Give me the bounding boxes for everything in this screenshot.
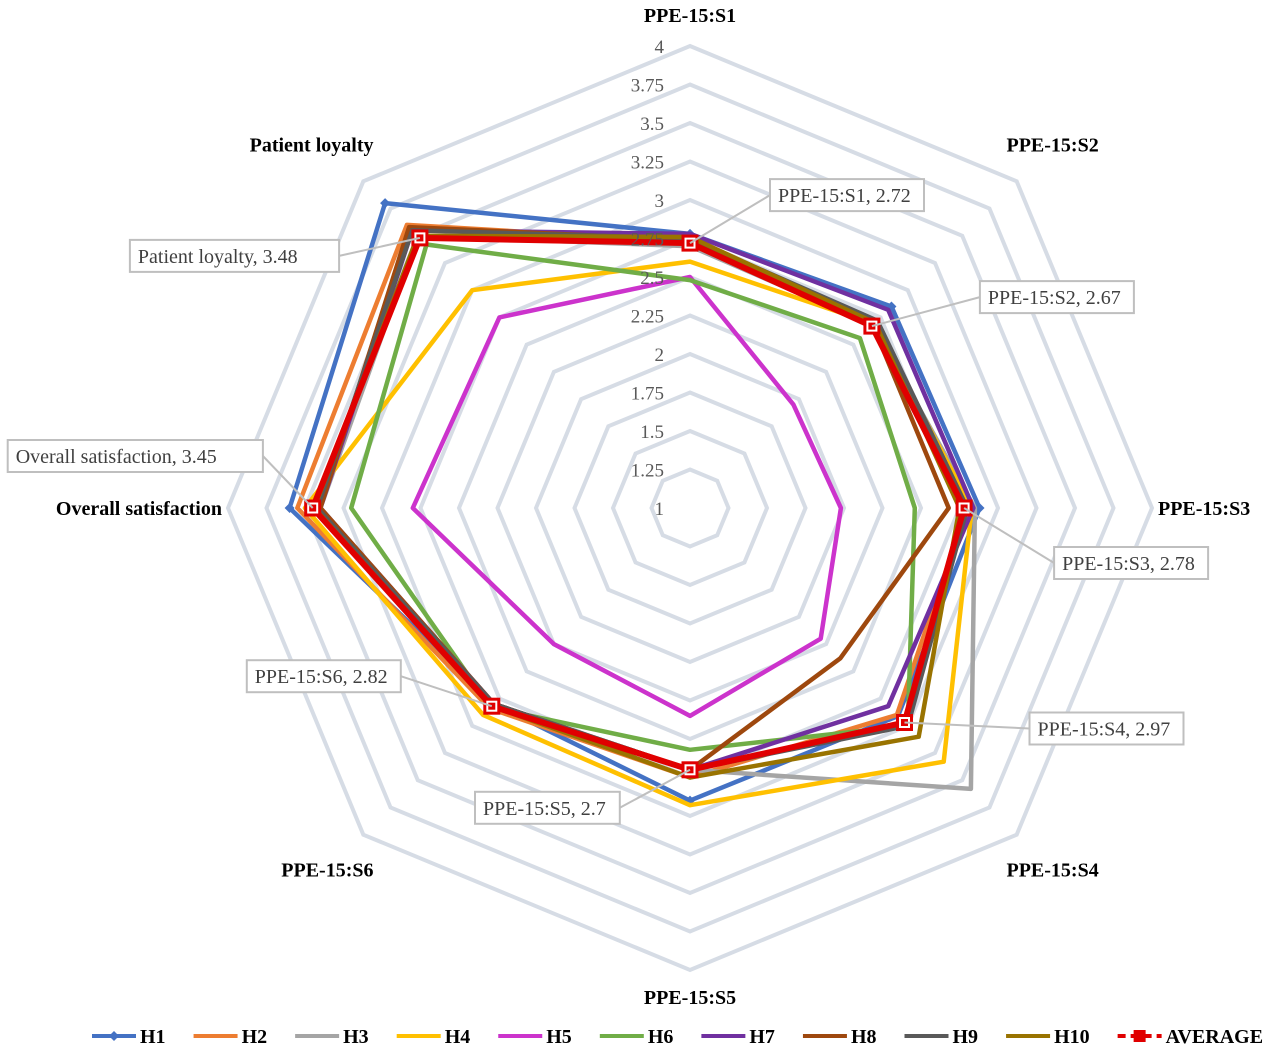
- series-line-h5: [410, 274, 844, 719]
- tick-label: 2.5: [640, 268, 664, 289]
- grid-ring: [533, 351, 847, 665]
- grid-ring: [495, 313, 885, 703]
- axis-label: PPE-15:S3: [1158, 498, 1250, 520]
- callout-box: [978, 280, 1135, 315]
- legend-label: H9: [953, 1026, 979, 1047]
- legend-item-h8: H8: [802, 1026, 877, 1047]
- tick-label: 1: [655, 499, 665, 520]
- series-line-h6: [348, 242, 918, 753]
- callout-leader: [904, 721, 1030, 730]
- callout-leader: [963, 507, 1055, 564]
- callout-box: [128, 238, 341, 273]
- tick-label: 4: [655, 37, 665, 58]
- callout-label: PPE-15:S1, 2.72: [778, 185, 911, 207]
- legend-item-h6: H6: [599, 1026, 674, 1047]
- callout-leader: [871, 296, 981, 328]
- tick-label: 2.25: [631, 307, 664, 328]
- callout-leader: [262, 455, 314, 509]
- grid-ring: [649, 467, 731, 549]
- grid-ring: [341, 159, 1039, 857]
- callout-label: Overall satisfaction, 3.45: [16, 446, 217, 468]
- callout-box: [1028, 711, 1185, 746]
- legend-label: H7: [749, 1026, 775, 1047]
- tick-label: 3.25: [631, 153, 664, 174]
- legend-label: H5: [546, 1026, 572, 1047]
- axis-labels: PPE-15:S1 PPE-15:S2 PPE-15:S3 PPE-15:S4 PPE-…: [56, 5, 1250, 1009]
- average-callouts: PPE-15:S1, 2.72 PPE-15:S2, 2.67 PPE-15:S3,…: [6, 178, 1210, 825]
- callout-box: [769, 178, 925, 213]
- callout-label: PPE-15:S2, 2.67: [988, 287, 1121, 309]
- h1-point: [380, 198, 391, 209]
- axis-label: PPE-15:S6: [281, 860, 373, 882]
- callout-box: [245, 659, 402, 694]
- legend: H1 H2 H3 H4 H5 H6 H7 H8 H9 H10 AVERAGE: [92, 1026, 1263, 1047]
- tick-label: 3.75: [631, 76, 664, 97]
- callout-box: [1053, 546, 1210, 580]
- axis-label: PPE-15:S4: [1007, 860, 1099, 882]
- axis-label: PPE-15:S5: [644, 987, 736, 1009]
- legend-marker: [1133, 1030, 1146, 1042]
- legend-label: H4: [445, 1026, 471, 1047]
- legend-label: H3: [343, 1026, 369, 1047]
- callout-leader: [689, 194, 771, 244]
- legend-item-h2: H2: [193, 1026, 268, 1047]
- radar-grid: [225, 43, 1155, 973]
- tick-label: 3.5: [640, 114, 664, 135]
- grid-ring: [225, 43, 1155, 973]
- legend-item-h5: H5: [498, 1026, 572, 1047]
- callout-label: PPE-15:S3, 2.78: [1062, 553, 1195, 575]
- callout-leader: [619, 768, 691, 809]
- legend-marker: [109, 1031, 119, 1041]
- legend-item-h7: H7: [701, 1026, 775, 1047]
- tick-label: 1.25: [631, 461, 664, 482]
- legend-item-h4: H4: [396, 1026, 471, 1047]
- legend-label: H1: [140, 1026, 166, 1047]
- callout-box: [6, 439, 264, 473]
- legend-label: AVERAGE: [1166, 1026, 1263, 1047]
- h1-point: [284, 503, 295, 513]
- legend-label: H2: [242, 1026, 268, 1047]
- legend-item-h9: H9: [904, 1026, 979, 1047]
- callout-box: [474, 790, 621, 825]
- callout-leader: [400, 675, 493, 708]
- tick-label: 1.5: [640, 422, 664, 443]
- legend-item-h1: H1: [92, 1026, 166, 1047]
- grid-ring: [610, 428, 770, 588]
- legend-item-average: AVERAGE: [1117, 1026, 1263, 1047]
- tick-label: 2.75: [631, 230, 664, 251]
- callout-label: Patient loyalty, 3.48: [138, 246, 298, 268]
- callout-label: PPE-15:S5, 2.7: [483, 798, 606, 820]
- grid-ring: [379, 197, 1001, 819]
- tick-label: 2: [655, 345, 665, 366]
- axis-label: PPE-15:S2: [1007, 135, 1099, 157]
- legend-label: H6: [648, 1026, 674, 1047]
- callout-leader: [338, 236, 421, 257]
- tick-label: 3: [655, 191, 665, 212]
- legend-item-h10: H10: [1006, 1026, 1090, 1047]
- callout-label: PPE-15:S6, 2.82: [255, 666, 388, 688]
- axis-label: Overall satisfaction: [56, 498, 222, 520]
- legend-label: H8: [851, 1026, 877, 1047]
- legend-item-h3: H3: [295, 1026, 369, 1047]
- legend-label: H10: [1054, 1026, 1090, 1047]
- callout-label: PPE-15:S4, 2.97: [1038, 719, 1171, 741]
- axis-label: PPE-15:S1: [644, 5, 736, 27]
- axis-label: Patient loyalty: [250, 135, 374, 157]
- tick-labels: 1 1.25 1.5 1.75 2 2.25 2.5 2.75 3 3.25 3.5 3.75 4: [631, 37, 665, 520]
- grid-ring: [456, 274, 924, 742]
- tick-label: 1.75: [631, 384, 664, 405]
- grid-ring: [572, 390, 808, 626]
